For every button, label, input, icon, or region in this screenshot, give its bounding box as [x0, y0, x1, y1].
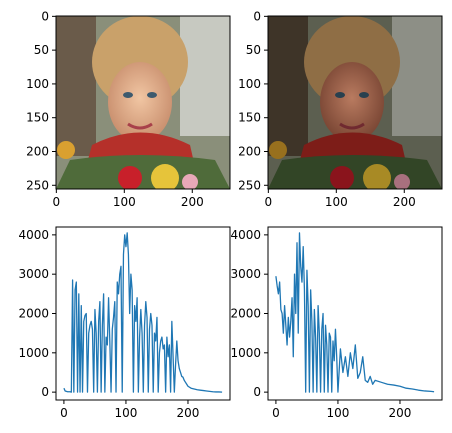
portrait-photo-icon: [56, 16, 230, 189]
y-tick-label: 100: [238, 77, 261, 91]
x-tick-label: 0: [60, 406, 68, 420]
y-tick-label: 1000: [18, 346, 49, 360]
x-tick-label: 0: [265, 195, 273, 209]
image-panel-original: [55, 15, 231, 190]
y-tick-label: 4000: [18, 228, 49, 242]
x-tick-label: 0: [53, 195, 61, 209]
x-tick-label: 200: [393, 195, 416, 209]
y-tick-label: 150: [238, 111, 261, 125]
y-tick-label: 0: [253, 9, 261, 23]
histogram-line: [275, 232, 435, 393]
y-tick-label: 0: [253, 385, 261, 399]
y-tick-label: 50: [34, 43, 49, 57]
y-tick-label: 250: [26, 178, 49, 192]
y-tick-label: 250: [238, 178, 261, 192]
y-tick-label: 2000: [18, 307, 49, 321]
x-tick-label: 100: [326, 406, 349, 420]
axes-1: 0 100 200 0 50 100 150 200 250: [26, 9, 204, 209]
x-tick-label: 100: [114, 406, 137, 420]
x-tick-label: 100: [325, 195, 348, 209]
histogram-panel-original-frame: [55, 226, 231, 401]
y-tick-label: 2000: [230, 307, 261, 321]
y-tick-label: 200: [26, 144, 49, 158]
y-tick-label: 50: [246, 43, 261, 57]
y-tick-label: 0: [41, 9, 49, 23]
y-tick-label: 150: [26, 111, 49, 125]
y-tick-label: 100: [26, 77, 49, 91]
y-tick-label: 0: [41, 385, 49, 399]
portrait-photo-icon: [268, 16, 442, 189]
histogram-panel-darkened-frame: [267, 226, 443, 401]
y-tick-label: 1000: [230, 346, 261, 360]
y-tick-label: 4000: [230, 228, 261, 242]
axes-2: 0 100 200 0 50 100 150 200 250: [238, 9, 416, 209]
y-tick-label: 3000: [18, 267, 49, 281]
x-tick-label: 200: [177, 406, 200, 420]
y-tick-label: 3000: [230, 267, 261, 281]
image-panel-darkened: [267, 15, 443, 190]
x-tick-label: 200: [389, 406, 412, 420]
histogram-line: [63, 232, 223, 393]
x-tick-label: 100: [113, 195, 136, 209]
y-tick-label: 200: [238, 144, 261, 158]
x-tick-label: 0: [272, 406, 280, 420]
x-tick-label: 200: [181, 195, 204, 209]
